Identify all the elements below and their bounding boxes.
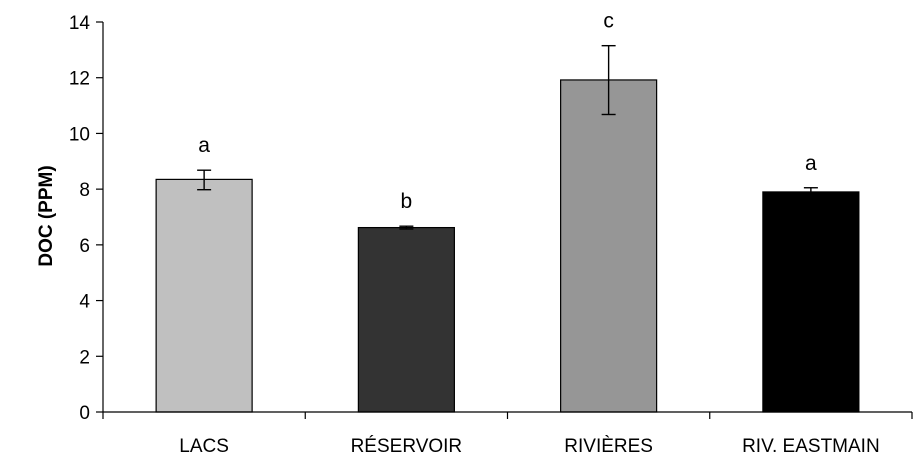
category-label: RIV. EASTMAIN xyxy=(742,436,880,457)
significance-labels: a b c a xyxy=(198,10,817,214)
y-axis-title: DOC (PPM) xyxy=(36,165,57,266)
y-tick-label: 14 xyxy=(69,13,91,34)
error-bars xyxy=(197,44,818,230)
significance-letter: c xyxy=(603,10,614,33)
bars xyxy=(155,79,860,413)
significance-letter: a xyxy=(805,152,817,175)
bar-riv-eastmain xyxy=(762,191,860,413)
y-tick-label: 2 xyxy=(79,347,90,368)
y-tick-label: 0 xyxy=(79,403,90,424)
bar-rivi-res xyxy=(560,79,658,413)
y-tick-label: 8 xyxy=(79,180,90,201)
category-labels: LACS RÉSERVOIR RIVIÈRES RIV. EASTMAIN xyxy=(179,436,879,457)
category-label: RÉSERVOIR xyxy=(351,436,463,457)
category-label: LACS xyxy=(179,436,229,457)
significance-letter: b xyxy=(401,190,413,213)
bar-lacs xyxy=(155,178,253,413)
y-tick-label: 6 xyxy=(79,236,90,257)
category-label: RIVIÈRES xyxy=(564,436,653,457)
y-tick-label: 12 xyxy=(69,69,90,90)
bar-r-servoir xyxy=(357,226,455,413)
y-tick-label: 4 xyxy=(79,292,90,313)
y-axis-ticks: 0 2 4 6 8 10 12 14 xyxy=(69,13,913,424)
significance-letter: a xyxy=(198,134,210,157)
y-tick-label: 10 xyxy=(69,124,90,145)
